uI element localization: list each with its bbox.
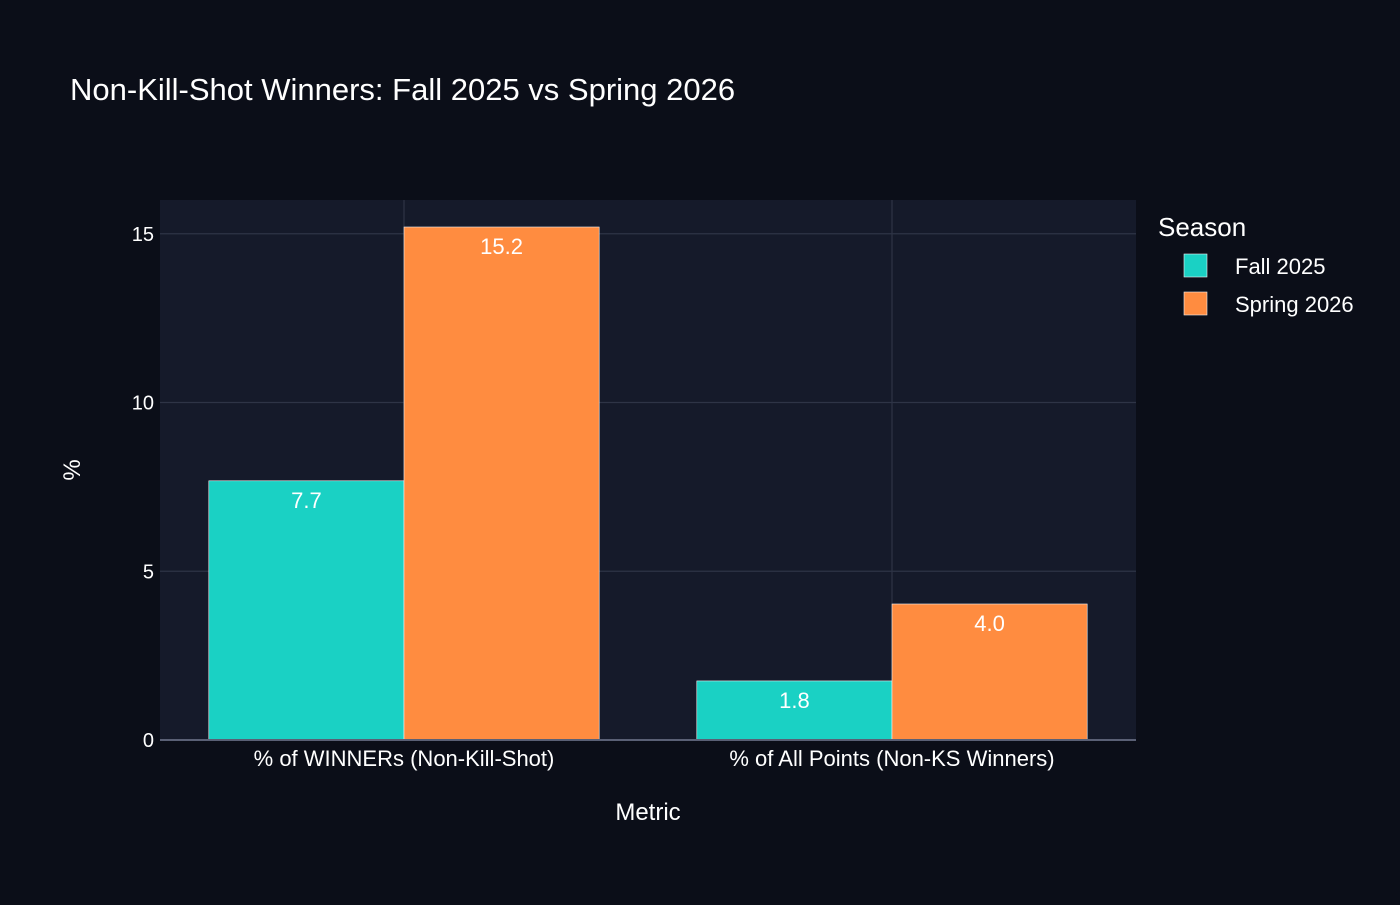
- legend-label: Spring 2026: [1235, 292, 1354, 317]
- y-tick-label: 10: [132, 393, 154, 415]
- data-label-layer: 7.7 1.8 15.2 4.0: [291, 234, 1005, 713]
- bar: [696, 680, 893, 741]
- bar: [403, 226, 600, 741]
- y-axis-title: %: [59, 459, 86, 480]
- legend-label: Fall 2025: [1235, 254, 1326, 279]
- axis-layer: 0 5 10 15 % of WINNERs (Non-Kill-Shot) % of A…: [132, 224, 1136, 771]
- bar-layer: [208, 226, 1088, 741]
- legend: Season Fall 2025 Spring 2026: [1158, 212, 1354, 317]
- y-tick-label: 5: [143, 561, 154, 583]
- x-tick-label: % of All Points (Non-KS Winners): [729, 746, 1054, 771]
- data-label: 7.7: [291, 488, 322, 513]
- x-axis-title: Metric: [615, 799, 680, 826]
- legend-swatch: [1183, 253, 1208, 278]
- data-label: 15.2: [480, 234, 523, 259]
- data-label: 1.8: [779, 688, 810, 713]
- legend-swatch: [1183, 291, 1208, 316]
- y-tick-label: 15: [132, 224, 154, 246]
- chart-title: Non-Kill-Shot Winners: Fall 2025 vs Spri…: [70, 72, 735, 107]
- bar: [208, 480, 405, 741]
- bar: [891, 603, 1088, 741]
- x-tick-label: % of WINNERs (Non-Kill-Shot): [254, 746, 555, 771]
- y-tick-label: 0: [143, 730, 154, 752]
- data-label: 4.0: [974, 611, 1005, 636]
- legend-title: Season: [1158, 212, 1246, 242]
